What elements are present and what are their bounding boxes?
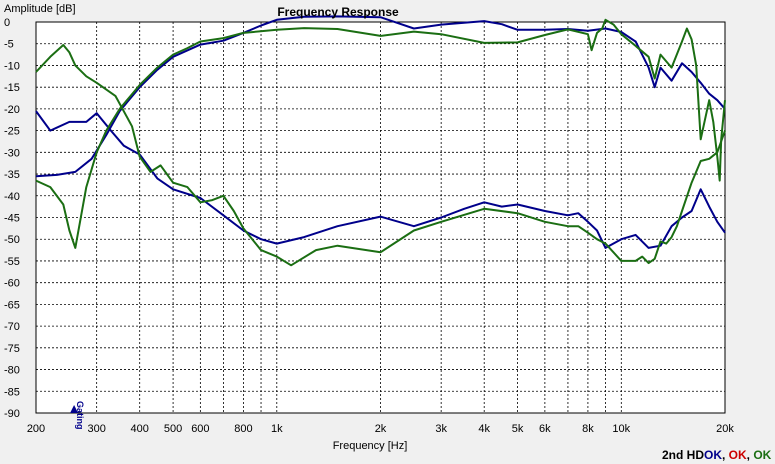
x-tick-label: 4k: [478, 423, 490, 435]
status-part: ,: [722, 448, 729, 462]
y-tick-label: -20: [4, 104, 20, 116]
y-tick-labels: 0 -5 -10 -15 -20 -25 -30 -35 -40 -45 -50 -55 -60 -65 -…: [4, 17, 20, 420]
y-tick-label: -30: [4, 147, 20, 159]
series-group: [35, 15, 726, 267]
y-tick-label: -15: [4, 82, 20, 94]
y-axis-label: Amplitude [dB]: [4, 3, 76, 15]
y-tick-label: -90: [4, 408, 20, 420]
chart-title: Frequency Response: [277, 5, 399, 19]
series-line-2: [35, 110, 726, 249]
x-tick-labels: 200 300 400 500 600 800 1k 2k 3k 4k 5k 6k 8k 10k 20k: [27, 423, 735, 435]
y-tick-label: -5: [4, 39, 14, 51]
x-tick-label: 20k: [716, 423, 734, 435]
status-part: OK: [729, 448, 747, 462]
gating-marker-label: Gating: [75, 401, 85, 430]
y-tick-label: -25: [4, 126, 20, 138]
x-tick-label: 2k: [375, 423, 387, 435]
x-tick-label: 200: [27, 423, 45, 435]
y-tick-label: -40: [4, 191, 20, 203]
y-tick-label: -70: [4, 321, 20, 333]
status-part: OK: [704, 448, 722, 462]
x-tick-label: 800: [234, 423, 252, 435]
series-line-3: [35, 44, 726, 267]
status-part: OK: [753, 448, 771, 462]
gating-marker: Gating: [70, 401, 85, 430]
y-tick-label: -35: [4, 169, 20, 181]
y-tick-label: 0: [4, 17, 10, 29]
x-tick-label: 300: [87, 423, 105, 435]
y-tick-label: -45: [4, 213, 20, 225]
x-axis-label: Frequency [Hz]: [333, 440, 408, 452]
x-tick-label: 5k: [512, 423, 524, 435]
y-tick-label: -55: [4, 256, 20, 268]
y-tick-label: -10: [4, 60, 20, 72]
x-tick-label: 600: [191, 423, 209, 435]
y-tick-label: -50: [4, 234, 20, 246]
series-line-4: [35, 18, 726, 249]
x-tick-label: 6k: [539, 423, 551, 435]
x-tick-label: 8k: [582, 423, 594, 435]
y-tick-label: -60: [4, 278, 20, 290]
x-tick-label: 10k: [612, 423, 630, 435]
x-tick-label: 1k: [271, 423, 283, 435]
gating-marker-arrow[interactable]: [70, 405, 79, 413]
status-prefix: 2nd HD: [662, 448, 704, 462]
x-tick-label: 3k: [435, 423, 447, 435]
y-tick-label: -85: [4, 386, 20, 398]
y-tick-label: -65: [4, 299, 20, 311]
y-tick-label: -80: [4, 365, 20, 377]
x-tick-label: 500: [164, 423, 182, 435]
x-tick-label: 400: [131, 423, 149, 435]
series-line-1: [35, 15, 726, 178]
harmonic-status: 2nd HDOK, OK, OK: [662, 448, 772, 462]
status-part: ,: [747, 448, 754, 462]
y-tick-label: -75: [4, 343, 20, 355]
